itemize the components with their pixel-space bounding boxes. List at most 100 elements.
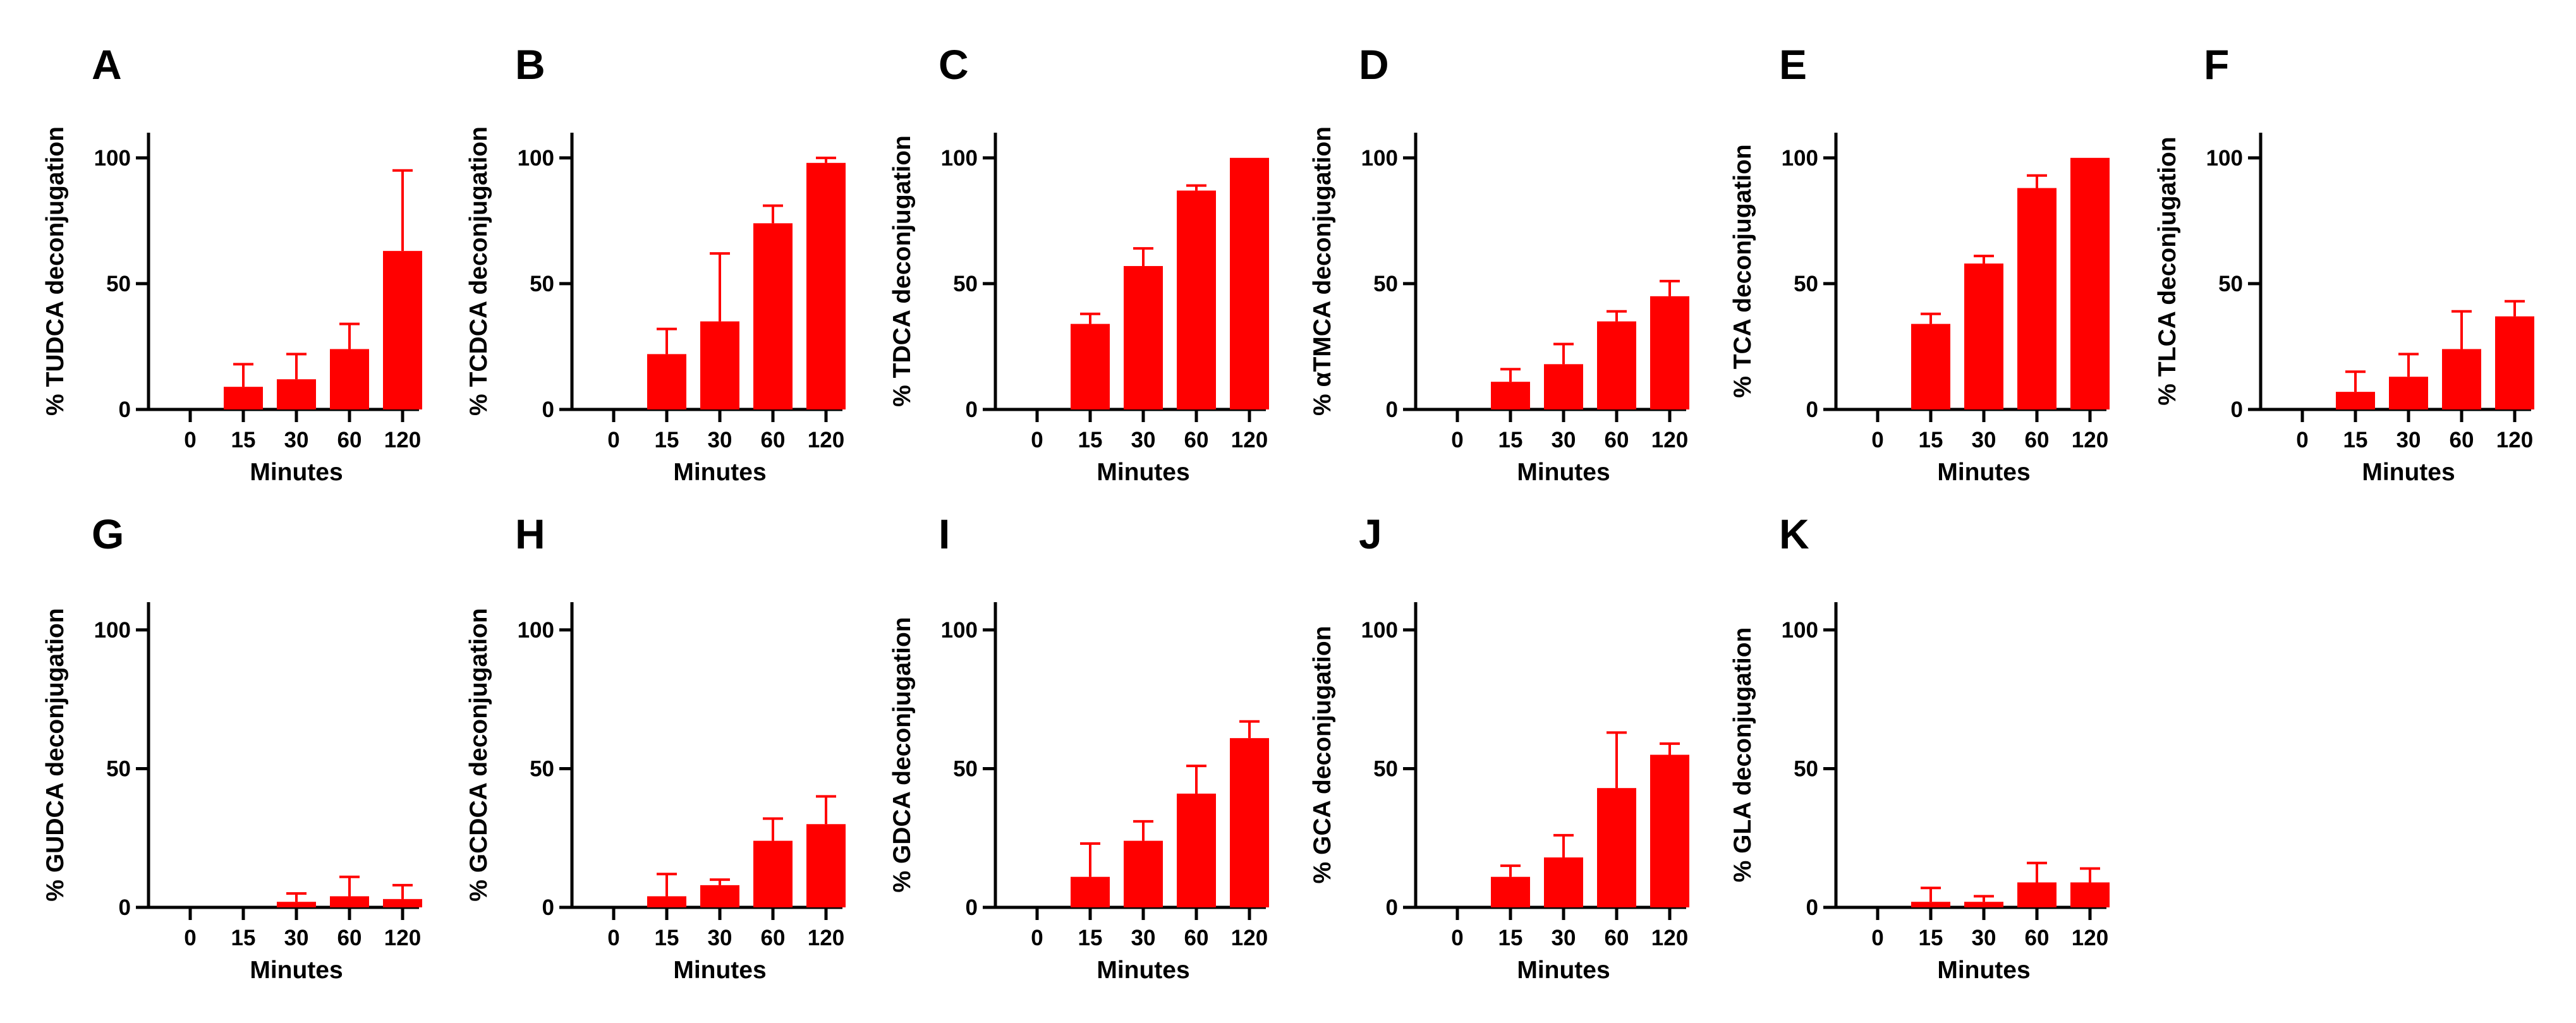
y-axis-label-i: % GDCA deconjugation xyxy=(889,617,916,892)
panel-letter-a: A xyxy=(92,41,122,88)
x-axis-label-i: Minutes xyxy=(1097,957,1189,984)
panel-h: H % GCDCA deconjugation 0 50 100 0 15 30 60 120 Mi… xyxy=(465,511,846,984)
bar-d-120 xyxy=(1650,296,1689,409)
y-tick-label-g-50: 50 xyxy=(106,756,131,781)
x-tick-label-j-0: 0 xyxy=(1451,926,1463,950)
bar-e-30 xyxy=(1964,263,2003,409)
bar-d-60 xyxy=(1597,321,1636,409)
x-tick-label-d-0: 0 xyxy=(1451,428,1463,452)
panel-a: A % TUDCA deconjugation 0 50 100 0 15 30 60 120 Mi… xyxy=(42,41,422,486)
panel-letter-b: B xyxy=(515,41,545,88)
bar-e-15 xyxy=(1911,324,1950,409)
x-tick-label-g-15: 15 xyxy=(231,926,256,950)
panel-letter-j: J xyxy=(1359,511,1382,557)
x-tick-label-c-15: 15 xyxy=(1078,428,1103,452)
y-axis-label-c: % TDCA deconjugation xyxy=(889,135,916,407)
x-tick-label-i-30: 30 xyxy=(1131,926,1156,950)
x-tick-label-e-0: 0 xyxy=(1871,428,1883,452)
bar-j-120 xyxy=(1650,754,1689,907)
x-tick-label-k-15: 15 xyxy=(1919,926,1943,950)
x-tick-label-g-0: 0 xyxy=(184,926,196,950)
x-tick-label-h-15: 15 xyxy=(655,926,679,950)
x-tick-label-i-15: 15 xyxy=(1078,926,1103,950)
x-tick-label-f-30: 30 xyxy=(2397,428,2421,452)
panel-letter-d: D xyxy=(1359,41,1389,88)
bar-k-30 xyxy=(1964,902,2003,907)
x-tick-label-k-60: 60 xyxy=(2025,926,2050,950)
bar-d-30 xyxy=(1544,364,1583,409)
x-tick-label-b-30: 30 xyxy=(708,428,732,452)
x-tick-label-h-30: 30 xyxy=(708,926,732,950)
x-axis-label-f: Minutes xyxy=(2362,459,2455,486)
bar-c-30 xyxy=(1124,266,1163,409)
x-axis-label-j: Minutes xyxy=(1517,957,1610,984)
y-tick-label-j-100: 100 xyxy=(1361,618,1398,643)
x-tick-label-a-30: 30 xyxy=(284,428,309,452)
bar-d-15 xyxy=(1491,382,1530,409)
x-tick-label-b-120: 120 xyxy=(808,428,844,452)
y-tick-label-i-0: 0 xyxy=(966,895,978,920)
x-tick-label-d-15: 15 xyxy=(1498,428,1523,452)
x-tick-label-h-120: 120 xyxy=(808,926,844,950)
bar-a-60 xyxy=(330,349,369,409)
x-axis-label-g: Minutes xyxy=(250,957,343,984)
x-tick-label-k-30: 30 xyxy=(1972,926,1996,950)
x-tick-label-d-30: 30 xyxy=(1552,428,1576,452)
y-axis-label-d: % αTMCA deconjugation xyxy=(1309,126,1336,416)
y-tick-label-d-0: 0 xyxy=(1386,397,1398,422)
x-tick-label-h-0: 0 xyxy=(607,926,619,950)
bar-b-120 xyxy=(806,162,846,409)
y-axis-label-h: % GCDCA deconjugation xyxy=(465,608,492,901)
y-tick-label-i-100: 100 xyxy=(941,618,978,643)
y-tick-label-f-0: 0 xyxy=(2231,397,2243,422)
x-axis-label-k: Minutes xyxy=(1937,957,2030,984)
y-tick-label-k-50: 50 xyxy=(1794,756,1818,781)
y-tick-label-c-0: 0 xyxy=(966,397,978,422)
x-tick-label-g-30: 30 xyxy=(284,926,309,950)
bar-h-60 xyxy=(753,840,793,907)
x-tick-label-j-60: 60 xyxy=(1605,926,1629,950)
x-axis-label-c: Minutes xyxy=(1097,459,1189,486)
x-tick-label-i-60: 60 xyxy=(1184,926,1209,950)
bar-a-30 xyxy=(277,379,316,409)
y-tick-label-b-100: 100 xyxy=(518,146,554,171)
x-tick-label-i-120: 120 xyxy=(1231,926,1268,950)
bar-i-15 xyxy=(1071,876,1110,907)
y-axis-label-f: % TLCA deconjugation xyxy=(2154,136,2181,405)
y-tick-label-k-0: 0 xyxy=(1806,895,1818,920)
x-tick-label-j-30: 30 xyxy=(1552,926,1576,950)
y-axis-label-e: % TCA deconjugation xyxy=(1729,144,1756,398)
bar-h-120 xyxy=(806,824,846,907)
bar-c-15 xyxy=(1071,324,1110,409)
bar-c-60 xyxy=(1177,190,1216,409)
y-tick-label-b-0: 0 xyxy=(542,397,554,422)
x-tick-label-b-0: 0 xyxy=(607,428,619,452)
bar-b-60 xyxy=(753,223,793,409)
x-tick-label-a-0: 0 xyxy=(184,428,196,452)
bar-k-15 xyxy=(1911,902,1950,907)
x-tick-label-a-15: 15 xyxy=(231,428,256,452)
panel-j: J % GCA deconjugation 0 50 100 0 15 30 60 120 Minu… xyxy=(1309,511,1689,984)
x-axis-label-e: Minutes xyxy=(1937,459,2030,486)
y-tick-label-f-100: 100 xyxy=(2206,146,2243,171)
y-tick-label-a-50: 50 xyxy=(106,272,131,296)
bar-h-15 xyxy=(647,896,686,907)
bar-c-120 xyxy=(1230,157,1269,409)
y-tick-label-j-50: 50 xyxy=(1373,756,1398,781)
x-tick-label-g-60: 60 xyxy=(337,926,362,950)
panel-e: E % TCA deconjugation 0 50 100 0 15 30 60 120 Minu… xyxy=(1729,41,2110,486)
x-tick-label-a-60: 60 xyxy=(337,428,362,452)
x-tick-label-f-60: 60 xyxy=(2450,428,2474,452)
bar-f-120 xyxy=(2495,316,2534,409)
y-axis-label-b: % TCDCA deconjugation xyxy=(465,126,492,416)
x-tick-label-h-60: 60 xyxy=(761,926,786,950)
y-tick-label-g-0: 0 xyxy=(119,895,131,920)
bar-f-30 xyxy=(2389,377,2428,409)
y-tick-label-a-0: 0 xyxy=(119,397,131,422)
bar-g-30 xyxy=(277,902,316,907)
bar-j-60 xyxy=(1597,788,1636,907)
x-tick-label-f-120: 120 xyxy=(2496,428,2533,452)
bar-h-30 xyxy=(700,885,739,907)
y-axis-label-k: % GLA deconjugation xyxy=(1729,627,1756,883)
y-tick-label-h-100: 100 xyxy=(518,618,554,643)
